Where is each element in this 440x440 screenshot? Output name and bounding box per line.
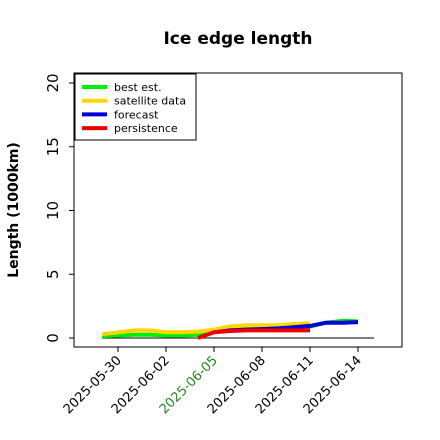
y-tick-label: 20 xyxy=(44,73,62,92)
legend-label: best est. xyxy=(114,81,162,94)
legend-label: satellite data xyxy=(114,95,186,108)
y-tick-label: 5 xyxy=(44,269,62,279)
y-tick-label: 0 xyxy=(44,333,62,343)
series-line-persistence xyxy=(197,328,310,340)
y-axis-label: Length (1000km) xyxy=(6,142,22,278)
chart-title: Ice edge length xyxy=(163,29,312,49)
legend-label: forecast xyxy=(114,108,159,121)
legend: best est.satellite dataforecastpersisten… xyxy=(74,73,197,141)
y-tick-label: 10 xyxy=(44,201,62,220)
legend-label: persistence xyxy=(114,122,178,135)
series-line-satellite-data xyxy=(101,321,311,337)
y-tick-label: 15 xyxy=(44,137,62,156)
